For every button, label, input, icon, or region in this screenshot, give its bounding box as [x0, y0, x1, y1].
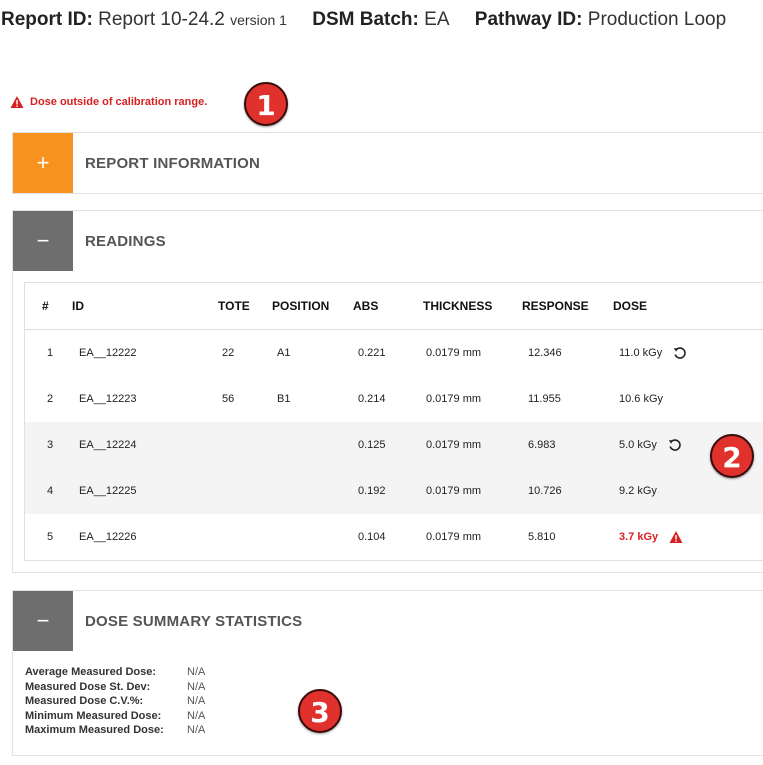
cell-number: 1 — [47, 347, 54, 359]
column-header-thickness[interactable]: THICKNESS — [423, 283, 522, 330]
cell-abs: 0.192 — [358, 485, 386, 497]
batch-label: DSM Batch: — [312, 9, 419, 30]
cell-position: B1 — [277, 393, 291, 405]
cell-id: EA__12226 — [79, 531, 137, 543]
cell-tote — [218, 422, 272, 468]
cell-number: 5 — [47, 531, 54, 543]
panel-title-readings[interactable]: READINGS — [85, 232, 166, 250]
cell-response: 5.810 — [528, 531, 556, 543]
cell-tote — [218, 514, 272, 560]
cell-id: EA__12225 — [79, 485, 137, 497]
refresh-icon[interactable] — [673, 346, 687, 360]
report-information-panel: + REPORT INFORMATION — [12, 132, 763, 194]
cell-thickness: 0.0179 mm — [426, 485, 482, 497]
cell-dose: 3.7 kGy — [613, 514, 763, 560]
cell-position — [272, 468, 353, 514]
table-row[interactable]: 4 EA__12225 0.192 0.0179 mm 10.726 9.2 k… — [25, 468, 763, 514]
cell-thickness: 0.0179 mm — [426, 347, 482, 359]
cell-number: 4 — [47, 485, 54, 497]
cell-thickness: 0.0179 mm — [426, 393, 482, 405]
cell-response: 6.983 — [528, 439, 556, 451]
cell-dose: 9.2 kGy — [613, 468, 763, 514]
pathway-value: Production Loop — [587, 9, 727, 30]
report-version: version 1 — [230, 12, 287, 28]
cell-dose: 10.6 kGy — [613, 376, 763, 422]
table-row[interactable]: 2 EA__12223 56 B1 0.214 0.0179 mm 11.955… — [25, 376, 763, 422]
dose-summary-panel: − DOSE SUMMARY STATISTICS — [12, 590, 763, 756]
cell-tote: 22 — [222, 347, 235, 359]
column-header-response[interactable]: RESPONSE — [522, 283, 613, 330]
cell-dose: 5.0 kGy — [613, 422, 763, 468]
column-header-number[interactable]: # — [25, 283, 72, 330]
cell-dose: 11.0 kGy — [613, 330, 763, 377]
cell-response: 10.726 — [528, 485, 562, 497]
pathway-label: Pathway ID: — [474, 9, 583, 30]
column-header-dose[interactable]: DOSE — [613, 283, 763, 330]
cell-abs: 0.104 — [358, 531, 386, 543]
callout-badge-1: 1 — [244, 82, 288, 126]
callout-badge-2: 2 — [710, 434, 754, 478]
cell-number: 3 — [47, 439, 54, 451]
stat-row-minimum: Minimum Measured Dose: N/A — [25, 709, 206, 722]
callout-badge-3: 3 — [298, 689, 342, 733]
dose-summary-statistics: Average Measured Dose: N/A Measured Dose … — [25, 665, 205, 738]
cell-response: 12.346 — [528, 347, 562, 359]
cell-tote — [218, 468, 272, 514]
table-header-row: # ID TOTE POSITION ABS THICKNESS RESPONS… — [25, 283, 763, 330]
readings-table: # ID TOTE POSITION ABS THICKNESS RESPONS… — [25, 283, 763, 560]
refresh-icon[interactable] — [668, 438, 682, 452]
cell-id: EA__12224 — [79, 439, 137, 451]
cell-response: 11.955 — [528, 393, 561, 405]
stat-row-maximum: Maximum Measured Dose: N/A — [25, 724, 206, 736]
cell-abs: 0.214 — [358, 393, 386, 405]
cell-position — [272, 422, 353, 468]
dose-value-out-of-range: 3.7 kGy — [619, 530, 659, 543]
collapse-toggle-button[interactable]: − — [13, 211, 73, 271]
cell-thickness: 0.0179 mm — [426, 439, 482, 451]
table-row[interactable]: 1 EA__12222 22 A1 0.221 0.0179 mm 12.346… — [25, 329, 763, 377]
cell-number: 2 — [47, 393, 54, 405]
table-row[interactable]: 5 EA__12226 0.104 0.0179 mm 5.810 3.7 kG… — [25, 514, 763, 560]
report-id-label: Report ID: — [1, 9, 93, 30]
panel-title-report-information[interactable]: REPORT INFORMATION — [85, 154, 260, 172]
cell-position — [272, 514, 353, 560]
readings-panel: − READINGS — [12, 210, 763, 573]
collapse-toggle-button[interactable]: − — [13, 591, 73, 651]
expand-toggle-button[interactable]: + — [13, 133, 73, 193]
stat-row-average: Average Measured Dose: N/A — [25, 666, 206, 678]
panel-title-dose-summary[interactable]: DOSE SUMMARY STATISTICS — [85, 612, 303, 630]
table-row[interactable]: 3 EA__12224 0.125 0.0179 mm 6.983 5.0 kG… — [25, 422, 763, 468]
column-header-position[interactable]: POSITION — [272, 283, 353, 330]
calibration-alert: Dose outside of calibration range. — [10, 95, 207, 109]
dose-value: 11.0 kGy — [619, 346, 663, 359]
warning-triangle-icon — [669, 531, 683, 543]
stat-row-cv: Measured Dose C.V.%: N/A — [25, 695, 206, 707]
column-header-abs[interactable]: ABS — [353, 283, 423, 330]
cell-id: EA__12222 — [79, 347, 137, 359]
column-header-tote[interactable]: TOTE — [218, 283, 272, 330]
report-id-value: Report 10-24.2 — [98, 9, 225, 30]
report-header: Report ID: Report 10-24.2 version 1 DSM … — [0, 0, 763, 40]
cell-abs: 0.125 — [358, 439, 386, 451]
dose-value: 9.2 kGy — [619, 485, 657, 497]
dose-value: 5.0 kGy — [619, 438, 657, 451]
cell-tote: 56 — [222, 393, 235, 405]
warning-triangle-icon — [10, 96, 24, 108]
cell-id: EA__12223 — [79, 393, 137, 405]
alert-text: Dose outside of calibration range. — [30, 96, 208, 108]
cell-thickness: 0.0179 mm — [426, 531, 482, 543]
cell-abs: 0.221 — [358, 347, 386, 359]
stat-row-stdev: Measured Dose St. Dev: N/A — [25, 680, 206, 693]
cell-position: A1 — [277, 347, 291, 359]
readings-table-container: # ID TOTE POSITION ABS THICKNESS RESPONS… — [24, 282, 763, 561]
batch-value: EA — [424, 9, 450, 30]
dose-value: 10.6 kGy — [619, 393, 664, 405]
column-header-id[interactable]: ID — [72, 283, 218, 330]
